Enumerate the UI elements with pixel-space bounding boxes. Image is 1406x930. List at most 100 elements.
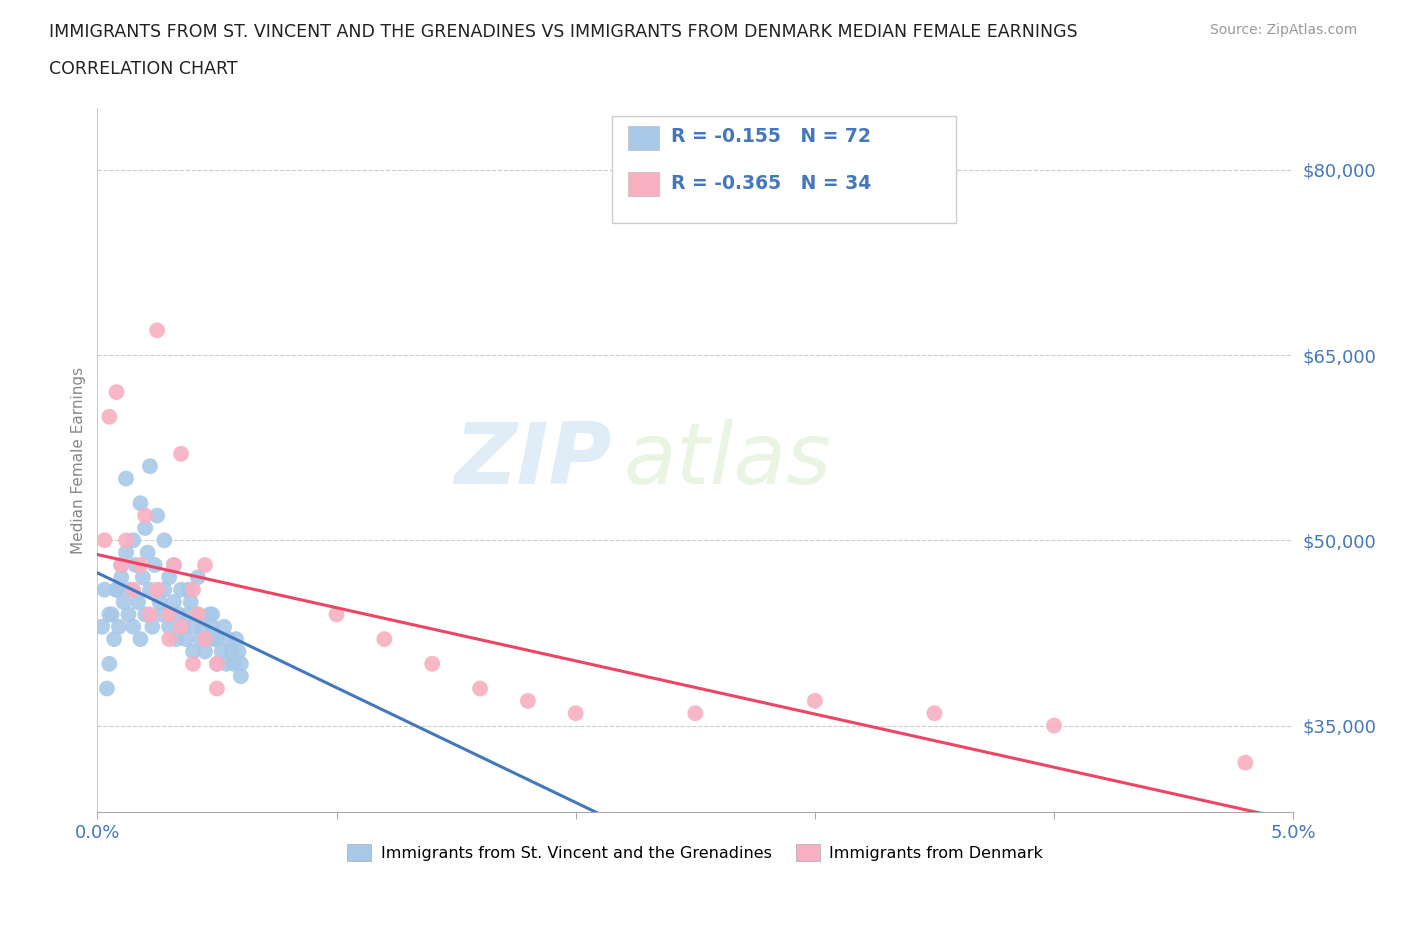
- Point: [167, 607, 190, 622]
- Point: [564, 706, 586, 721]
- Point: [516, 694, 538, 709]
- Point: [93, 533, 115, 548]
- Point: [187, 607, 209, 622]
- Point: [181, 619, 204, 634]
- Point: [191, 619, 214, 634]
- Point: [139, 582, 162, 597]
- Point: [105, 582, 128, 597]
- Point: [110, 570, 132, 585]
- Point: [150, 607, 173, 622]
- Point: [228, 644, 250, 659]
- Point: [157, 607, 180, 622]
- Point: [112, 594, 135, 609]
- Point: [187, 607, 209, 622]
- Text: Source: ZipAtlas.com: Source: ZipAtlas.com: [1209, 23, 1357, 37]
- Point: [146, 582, 169, 597]
- Point: [96, 681, 118, 696]
- Text: IMMIGRANTS FROM ST. VINCENT AND THE GRENADINES VS IMMIGRANTS FROM DENMARK MEDIAN: IMMIGRANTS FROM ST. VINCENT AND THE GREN…: [49, 23, 1078, 41]
- Point: [134, 521, 156, 536]
- Point: [1234, 755, 1257, 770]
- Point: [157, 570, 180, 585]
- Point: [129, 631, 152, 646]
- Point: [212, 619, 235, 634]
- Point: [117, 607, 139, 622]
- Point: [136, 545, 159, 560]
- Point: [93, 582, 115, 597]
- Point: [115, 472, 138, 486]
- Point: [174, 631, 197, 646]
- Point: [373, 631, 395, 646]
- Point: [177, 607, 200, 622]
- Point: [163, 594, 186, 609]
- Text: R = -0.365   N = 34: R = -0.365 N = 34: [671, 174, 870, 193]
- Point: [141, 619, 163, 634]
- Point: [194, 631, 217, 646]
- Point: [105, 385, 128, 400]
- Point: [218, 631, 240, 646]
- Point: [129, 496, 152, 511]
- Point: [420, 657, 443, 671]
- Point: [146, 323, 169, 338]
- Point: [134, 607, 156, 622]
- Point: [110, 558, 132, 573]
- Text: CORRELATION CHART: CORRELATION CHART: [49, 60, 238, 78]
- Text: atlas: atlas: [623, 418, 831, 501]
- Point: [194, 644, 217, 659]
- Point: [157, 619, 180, 634]
- Point: [804, 694, 827, 709]
- Point: [98, 409, 121, 424]
- Point: [177, 582, 200, 597]
- Point: [91, 619, 114, 634]
- Point: [165, 631, 187, 646]
- Point: [188, 631, 211, 646]
- Point: [194, 558, 217, 573]
- Point: [100, 607, 122, 622]
- Point: [170, 582, 193, 597]
- Point: [139, 607, 162, 622]
- Point: [205, 657, 228, 671]
- Point: [115, 545, 138, 560]
- Point: [187, 570, 209, 585]
- Point: [148, 594, 170, 609]
- Text: R = -0.155   N = 72: R = -0.155 N = 72: [671, 127, 870, 146]
- Point: [225, 631, 247, 646]
- Point: [195, 631, 218, 646]
- Point: [122, 533, 145, 548]
- Point: [229, 669, 252, 684]
- Point: [103, 631, 125, 646]
- Point: [468, 681, 491, 696]
- Point: [205, 681, 228, 696]
- Point: [222, 657, 245, 671]
- Legend: Immigrants from St. Vincent and the Grenadines, Immigrants from Denmark: Immigrants from St. Vincent and the Gren…: [342, 838, 1049, 868]
- Point: [122, 619, 145, 634]
- Point: [181, 657, 204, 671]
- Point: [205, 657, 228, 671]
- Point: [115, 533, 138, 548]
- Point: [132, 570, 155, 585]
- Point: [153, 582, 176, 597]
- Point: [122, 582, 145, 597]
- Point: [163, 558, 186, 573]
- Point: [201, 619, 224, 634]
- Point: [98, 657, 121, 671]
- Point: [139, 458, 162, 473]
- Point: [205, 631, 228, 646]
- Point: [181, 644, 204, 659]
- Point: [172, 619, 194, 634]
- Point: [181, 582, 204, 597]
- Point: [163, 558, 186, 573]
- Point: [170, 446, 193, 461]
- Point: [124, 558, 146, 573]
- Point: [1043, 718, 1066, 733]
- Point: [229, 657, 252, 671]
- Point: [143, 558, 166, 573]
- Point: [110, 558, 132, 573]
- Point: [146, 508, 169, 523]
- Point: [120, 582, 142, 597]
- Point: [157, 631, 180, 646]
- Point: [215, 657, 238, 671]
- Point: [325, 607, 347, 622]
- Point: [198, 607, 221, 622]
- Point: [127, 594, 149, 609]
- Point: [170, 619, 193, 634]
